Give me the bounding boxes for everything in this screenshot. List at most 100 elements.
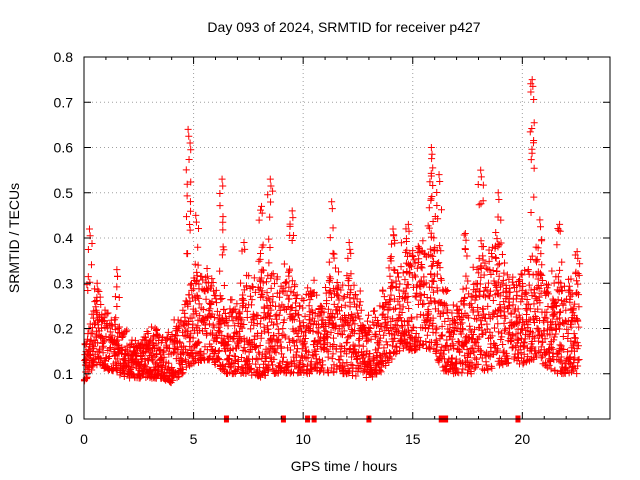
data-point [343, 338, 351, 346]
data-point [557, 353, 565, 361]
data-point [548, 267, 556, 275]
data-point [570, 330, 578, 338]
data-point [339, 281, 347, 289]
data-point [516, 276, 524, 284]
data-point [433, 201, 441, 209]
data-point [457, 330, 465, 338]
data-point [461, 229, 469, 237]
data-point [487, 270, 495, 278]
data-point [492, 341, 500, 349]
data-point [248, 296, 256, 304]
data-point [186, 338, 194, 346]
data-point [520, 338, 528, 346]
data-point [217, 295, 225, 303]
data-point [348, 325, 356, 333]
data-point [459, 326, 467, 334]
data-point [196, 348, 204, 356]
data-point [552, 302, 560, 310]
data-point [547, 365, 555, 373]
data-point [444, 306, 452, 314]
data-point [557, 308, 565, 316]
data-point [350, 281, 358, 289]
data-point [463, 252, 471, 260]
data-point [438, 332, 446, 340]
data-point [533, 255, 541, 263]
data-point [186, 221, 194, 229]
data-point [302, 328, 310, 336]
data-point [418, 264, 426, 272]
data-point [280, 316, 288, 324]
data-point [115, 294, 123, 302]
data-point [471, 354, 479, 362]
data-point [264, 272, 272, 280]
data-point [186, 281, 194, 289]
data-point [477, 173, 485, 181]
data-point [168, 333, 176, 341]
data-point [430, 234, 438, 242]
data-point [168, 376, 176, 384]
data-point [365, 328, 373, 336]
data-point [176, 339, 184, 347]
data-point [532, 295, 540, 303]
data-point [270, 332, 278, 340]
data-point [325, 258, 333, 266]
data-point [504, 354, 512, 362]
data-point [351, 342, 359, 350]
data-point [472, 339, 480, 347]
data-point [399, 323, 407, 331]
data-point [313, 291, 321, 299]
data-point [112, 314, 120, 322]
data-point [498, 250, 506, 258]
data-point [556, 227, 564, 235]
data-point [267, 284, 275, 292]
data-point [104, 309, 112, 317]
data-point [477, 237, 485, 245]
data-point [264, 325, 272, 333]
data-point [396, 314, 404, 322]
data-point [210, 314, 218, 322]
data-point [265, 259, 273, 267]
data-point [557, 342, 565, 350]
data-point [269, 270, 277, 278]
data-point [345, 332, 353, 340]
data-point [497, 239, 505, 247]
data-point [433, 340, 441, 348]
data-point [322, 283, 330, 291]
data-point [267, 182, 275, 190]
data-point [507, 336, 515, 344]
data-point [207, 343, 215, 351]
data-point [555, 226, 563, 234]
data-point [436, 242, 444, 250]
data-point [208, 275, 216, 283]
data-point [475, 269, 483, 277]
data-point [411, 259, 419, 267]
data-point [246, 366, 254, 374]
data-point [459, 365, 467, 373]
y-tick-label: 0.8 [54, 49, 74, 65]
data-point [462, 339, 470, 347]
data-point [184, 125, 192, 133]
data-point [466, 322, 474, 330]
data-point [330, 300, 338, 308]
data-point [506, 288, 514, 296]
data-point [256, 341, 264, 349]
data-point [391, 334, 399, 342]
data-point [575, 271, 583, 279]
data-point [562, 306, 570, 314]
data-point [489, 266, 497, 274]
data-point [185, 156, 193, 164]
data-point [493, 312, 501, 320]
y-axis-label: SRMTID / TECUs [6, 183, 22, 293]
data-point [419, 237, 427, 245]
y-tick-label: 0.7 [54, 94, 74, 110]
data-point [563, 325, 571, 333]
data-point [468, 334, 476, 342]
data-point [262, 353, 270, 361]
data-point [464, 277, 472, 285]
data-point [429, 164, 437, 172]
data-point [318, 304, 326, 312]
data-point [490, 340, 498, 348]
data-point [487, 287, 495, 295]
data-point [260, 323, 268, 331]
data-point [114, 336, 122, 344]
